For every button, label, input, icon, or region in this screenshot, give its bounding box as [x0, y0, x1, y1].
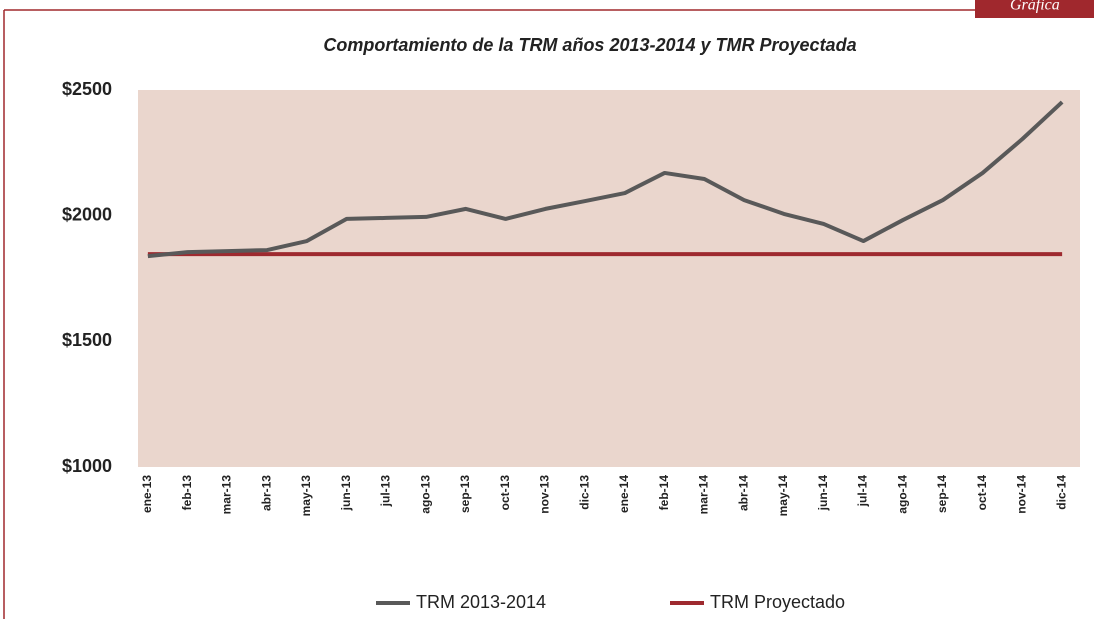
x-tick-label: nov-13 [538, 475, 552, 514]
legend-label: TRM 2013-2014 [416, 592, 546, 612]
x-tick-label: feb-14 [657, 475, 671, 511]
x-tick-label: jul-14 [856, 475, 870, 508]
y-tick-label: $1500 [62, 330, 112, 350]
x-tick-label: feb-13 [180, 475, 194, 511]
x-tick-label: ene-13 [140, 475, 154, 513]
x-tick-label: ago-14 [895, 475, 909, 514]
x-tick-label: jun-14 [816, 475, 830, 512]
tab-label: Gráfica [1010, 0, 1060, 14]
legend-label: TRM Proyectado [710, 592, 845, 612]
y-tick-label: $2000 [62, 204, 112, 224]
x-tick-label: mar-13 [220, 475, 234, 515]
x-tick-label: sep-13 [458, 475, 472, 513]
x-tick-label: dic-14 [1054, 475, 1068, 510]
x-tick-label: may-14 [776, 475, 790, 517]
plot-area [138, 90, 1080, 467]
x-tick-label: ago-13 [418, 475, 432, 514]
x-tick-label: mar-14 [697, 475, 711, 515]
x-tick-label: dic-13 [577, 475, 591, 510]
x-tick-label: nov-14 [1015, 475, 1029, 514]
line-series [147, 100, 1064, 259]
x-tick-label: jun-13 [339, 475, 353, 512]
y-tick-label: $1000 [62, 456, 112, 476]
x-tick-label: oct-14 [975, 475, 989, 511]
x-tick-label: jul-13 [379, 475, 393, 508]
x-tick-label: ene-14 [617, 475, 631, 513]
y-tick-label: $2500 [62, 79, 112, 99]
x-tick-label: oct-13 [498, 475, 512, 511]
chart-title: Comportamiento de la TRM años 2013-2014 … [323, 35, 856, 55]
x-tick-label: sep-14 [935, 475, 949, 513]
x-tick-label: abr-13 [259, 475, 273, 511]
x-tick-label: abr-14 [736, 475, 750, 511]
tab [975, 0, 1094, 18]
x-tick-label: may-13 [299, 475, 313, 517]
